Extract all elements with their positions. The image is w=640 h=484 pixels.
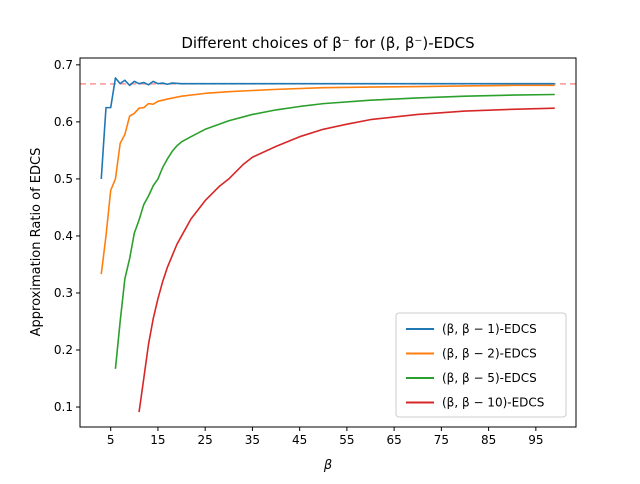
x-axis: 5 15 25 35 45 55 65 75 85 95 [107,427,543,447]
x-axis-label: β [323,458,332,473]
series-line-4 [138,107,555,413]
y-tick-label: 0.3 [54,286,73,300]
legend-label: (β, β − 5)-EDCS [442,371,537,385]
x-tick-label: 25 [198,433,213,447]
x-tick-label: 95 [528,433,543,447]
y-tick-label: 0.2 [54,343,73,357]
x-tick-label: 35 [245,433,260,447]
x-tick-label: 15 [150,433,165,447]
x-tick-label: 5 [107,433,115,447]
y-tick-label: 0.1 [54,400,73,414]
series-line-3 [114,93,555,369]
legend-label: (β, β − 2)-EDCS [442,347,537,361]
plot-lines [80,77,576,413]
legend-label: (β, β − 1)-EDCS [442,322,537,336]
legend-box [395,312,567,418]
y-tick-label: 0.4 [54,229,73,243]
y-tick-label: 0.7 [54,58,73,72]
legend: (β, β − 1)-EDCS (β, β − 2)-EDCS (β, β − 5)… [395,312,567,418]
legend-label: (β, β − 10)-EDCS [442,396,544,410]
x-tick-label: 45 [292,433,307,447]
x-tick-label: 75 [434,433,449,447]
x-tick-label: 85 [481,433,496,447]
y-axis: 0.1 0.2 0.3 0.4 0.5 0.6 0.7 [54,58,80,414]
y-tick-label: 0.5 [54,172,73,186]
y-axis-label: Approximation Ratio of EDCS [29,148,44,337]
x-tick-label: 55 [339,433,354,447]
series-line-1 [100,77,555,179]
plot-frame [79,57,577,428]
y-tick-label: 0.6 [54,115,73,129]
x-tick-label: 65 [386,433,401,447]
chart-title: Different choices of β⁻ for (β, β⁻)-EDCS [181,34,474,52]
series-line-2 [100,84,555,275]
